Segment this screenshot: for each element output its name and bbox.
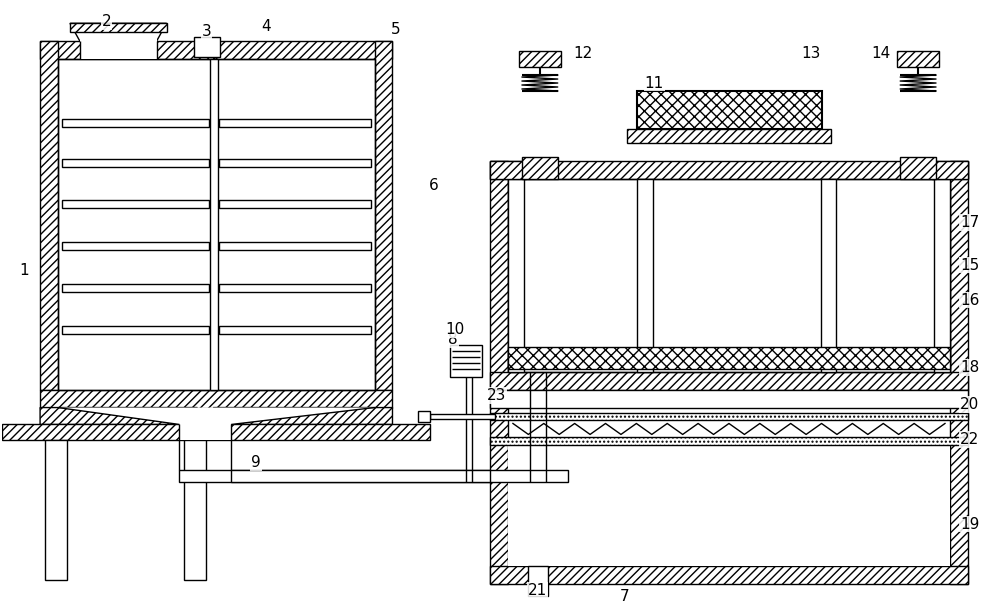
- Text: 23: 23: [487, 388, 507, 403]
- Bar: [522, 156, 558, 179]
- Bar: [490, 390, 508, 584]
- Text: 10: 10: [446, 322, 465, 338]
- Bar: [490, 161, 508, 390]
- Text: 17: 17: [960, 215, 979, 230]
- Bar: [375, 41, 392, 390]
- Bar: [490, 161, 526, 179]
- Polygon shape: [40, 408, 197, 424]
- Text: 22: 22: [960, 432, 979, 447]
- Bar: [637, 179, 653, 371]
- Bar: [80, 39, 157, 59]
- Bar: [519, 51, 561, 67]
- Bar: [934, 179, 950, 371]
- Text: 4: 4: [261, 18, 271, 34]
- Bar: [508, 445, 950, 566]
- Text: 5: 5: [391, 22, 400, 37]
- Bar: [508, 347, 950, 369]
- Bar: [950, 390, 968, 584]
- Bar: [62, 326, 209, 334]
- Text: 21: 21: [528, 583, 547, 598]
- Text: 1: 1: [19, 262, 29, 278]
- Bar: [490, 161, 968, 179]
- Bar: [900, 156, 936, 179]
- Text: 14: 14: [872, 46, 891, 60]
- Bar: [821, 179, 836, 371]
- Bar: [40, 41, 58, 390]
- Bar: [179, 424, 231, 440]
- Bar: [219, 326, 371, 334]
- Bar: [508, 179, 950, 371]
- Text: 20: 20: [960, 397, 979, 412]
- Bar: [45, 440, 67, 580]
- Bar: [490, 437, 968, 445]
- Text: 6: 6: [428, 178, 438, 193]
- Text: 16: 16: [960, 293, 980, 307]
- Bar: [219, 159, 371, 167]
- Bar: [490, 371, 968, 390]
- Bar: [950, 161, 968, 390]
- Text: 12: 12: [573, 46, 592, 60]
- Bar: [490, 413, 968, 421]
- Bar: [219, 284, 371, 292]
- Text: 13: 13: [801, 46, 820, 60]
- Text: 11: 11: [645, 76, 664, 91]
- Polygon shape: [213, 408, 392, 424]
- Bar: [231, 470, 490, 482]
- Bar: [40, 390, 392, 408]
- Bar: [62, 242, 209, 250]
- Bar: [450, 345, 482, 377]
- Bar: [219, 242, 371, 250]
- Bar: [62, 284, 209, 292]
- Bar: [210, 59, 218, 390]
- Bar: [219, 200, 371, 208]
- Bar: [70, 23, 167, 32]
- Bar: [932, 161, 968, 179]
- Bar: [637, 91, 822, 129]
- Text: 18: 18: [960, 360, 979, 375]
- Text: 3: 3: [201, 24, 211, 39]
- Bar: [627, 129, 831, 143]
- Bar: [62, 200, 209, 208]
- Bar: [490, 390, 968, 408]
- Bar: [430, 413, 495, 419]
- Text: 9: 9: [251, 455, 261, 470]
- Bar: [184, 440, 206, 580]
- Bar: [62, 159, 209, 167]
- Text: 8: 8: [448, 333, 458, 347]
- Text: 7: 7: [620, 589, 629, 604]
- Bar: [2, 424, 430, 440]
- Bar: [58, 59, 375, 390]
- Polygon shape: [58, 408, 375, 424]
- Bar: [490, 566, 968, 584]
- Polygon shape: [70, 23, 167, 41]
- Bar: [40, 41, 392, 59]
- Bar: [418, 410, 430, 423]
- Bar: [508, 179, 524, 371]
- Bar: [179, 470, 568, 482]
- Bar: [62, 119, 209, 127]
- Bar: [528, 566, 548, 596]
- Text: 19: 19: [960, 517, 980, 532]
- Bar: [897, 51, 939, 67]
- Text: 15: 15: [960, 257, 979, 273]
- Bar: [219, 119, 371, 127]
- Text: 2: 2: [102, 14, 112, 29]
- Bar: [194, 37, 220, 57]
